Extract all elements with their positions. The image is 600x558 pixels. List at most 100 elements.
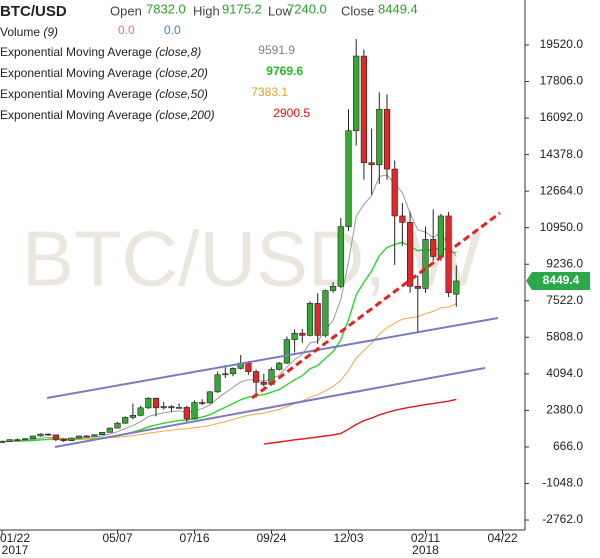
candle-body: [106, 427, 113, 433]
candle-body: [368, 162, 375, 166]
ema-line: [48, 303, 457, 440]
candle-body: [122, 417, 129, 424]
legend-value: 9591.9: [258, 43, 295, 57]
candle-body: [29, 435, 36, 440]
candle-body: [437, 215, 445, 257]
candle-body: [21, 438, 29, 441]
candle-body: [160, 406, 167, 409]
candle-body: [276, 362, 283, 370]
candle-body: [214, 374, 221, 393]
candle-body: [430, 239, 437, 257]
watermark: BTC/USD, W: [22, 215, 482, 303]
candle-body: [314, 303, 321, 336]
candle-body: [183, 407, 190, 420]
candle-body: [114, 422, 121, 429]
candle-body: [406, 222, 414, 287]
legend-params: (close,200): [155, 108, 214, 122]
candle-body: [422, 239, 429, 289]
candle-body: [137, 407, 144, 416]
y-tick-label: 2380.0: [546, 403, 583, 417]
candle-body: [353, 55, 360, 131]
legend-name: Exponential Moving Average: [0, 66, 152, 80]
volume-readout: 0.0: [118, 23, 135, 37]
candle-body: [229, 368, 237, 375]
candle-body: [322, 290, 329, 336]
x-tick-label: 05/07: [102, 531, 132, 545]
candle-body: [222, 373, 229, 376]
x-tick-label: 09/24: [256, 531, 286, 545]
volume-param: (9): [43, 25, 58, 39]
legend-entry: Exponential Moving Average (close,200): [0, 108, 215, 122]
candle-body: [45, 433, 52, 436]
y-tick-label: 14378.0: [540, 147, 584, 161]
close-value: 8449.4: [378, 1, 418, 16]
candle-body: [453, 280, 460, 295]
symbol: BTC/USD: [0, 3, 67, 20]
legend-params: (close,50): [155, 87, 208, 101]
candle-body: [6, 439, 13, 442]
y-tick-label: -2762.0: [542, 512, 583, 526]
x-tick-label: 02/11: [411, 531, 440, 545]
y-tick-label: 10950.0: [540, 220, 584, 234]
candle-body: [260, 381, 267, 385]
legend-name: Exponential Moving Average: [0, 87, 152, 101]
candle-body: [291, 332, 298, 340]
x-year-label: 2017: [2, 543, 29, 557]
last-price-tag: [526, 272, 590, 291]
legend-entry: Exponential Moving Average (close,8): [0, 45, 201, 59]
candle-body: [299, 332, 306, 336]
low-value: 7240.0: [287, 1, 327, 16]
candle-body: [383, 109, 391, 170]
candle-body: [199, 402, 206, 404]
y-tick-label: 19520.0: [540, 37, 584, 51]
background-layer: BTC/USD, W: [22, 215, 482, 303]
candle-body: [99, 432, 106, 436]
candle-body: [329, 286, 337, 291]
candle-body: [337, 226, 344, 287]
candle-body: [253, 371, 260, 383]
candle-body: [391, 168, 398, 217]
legend-params: (close,8): [155, 45, 201, 59]
candle-body: [168, 406, 175, 409]
candle-body: [145, 397, 152, 409]
candle-body: [176, 407, 183, 409]
candle-body: [83, 435, 90, 438]
candle-body: [91, 434, 98, 437]
y-tick-label: -1048.0: [542, 476, 583, 490]
legend-name: Exponential Moving Average: [0, 45, 152, 59]
candle-body: [129, 415, 137, 418]
legend-entry: Exponential Moving Average (close,20): [0, 66, 208, 80]
y-tick-label: 12664.0: [540, 183, 584, 197]
y-tick-label: 4094.0: [546, 366, 583, 380]
candle-body: [68, 437, 75, 441]
open-value: 7832.0: [146, 1, 186, 16]
x-year-label: 2018: [412, 543, 439, 557]
last-price-label: 8449.4: [543, 273, 580, 287]
y-tick-label: 666.0: [553, 439, 583, 453]
x-tick-label: 12/03: [333, 531, 363, 545]
candle-body: [360, 55, 368, 163]
legend-entry: Exponential Moving Average (close,50): [0, 87, 208, 101]
low-label: Low: [268, 3, 292, 18]
close-label: Close: [341, 3, 374, 18]
header: BTC/USD Open 7832.0 High 9175.2 Low 7240…: [0, 1, 418, 39]
y-tick-label: 17806.0: [540, 74, 584, 88]
candle-body: [52, 434, 59, 440]
legend-value: 7383.1: [251, 85, 288, 99]
drawings: [46, 211, 501, 448]
candle-body: [0, 441, 6, 443]
legend-value: 9769.6: [266, 64, 303, 78]
x-tick-label: 04/22: [487, 531, 517, 545]
plot-area: [0, 39, 460, 445]
x-tick-label: 01/22: [0, 531, 30, 545]
y-tick-label: 7522.0: [546, 293, 583, 307]
y-tick-label: 16092.0: [540, 110, 584, 124]
candle-body: [14, 439, 21, 441]
candle-body: [345, 130, 352, 227]
volume-name: Volume: [0, 25, 40, 39]
ema-line: [263, 398, 457, 445]
trend-line-dashed: [251, 211, 501, 400]
